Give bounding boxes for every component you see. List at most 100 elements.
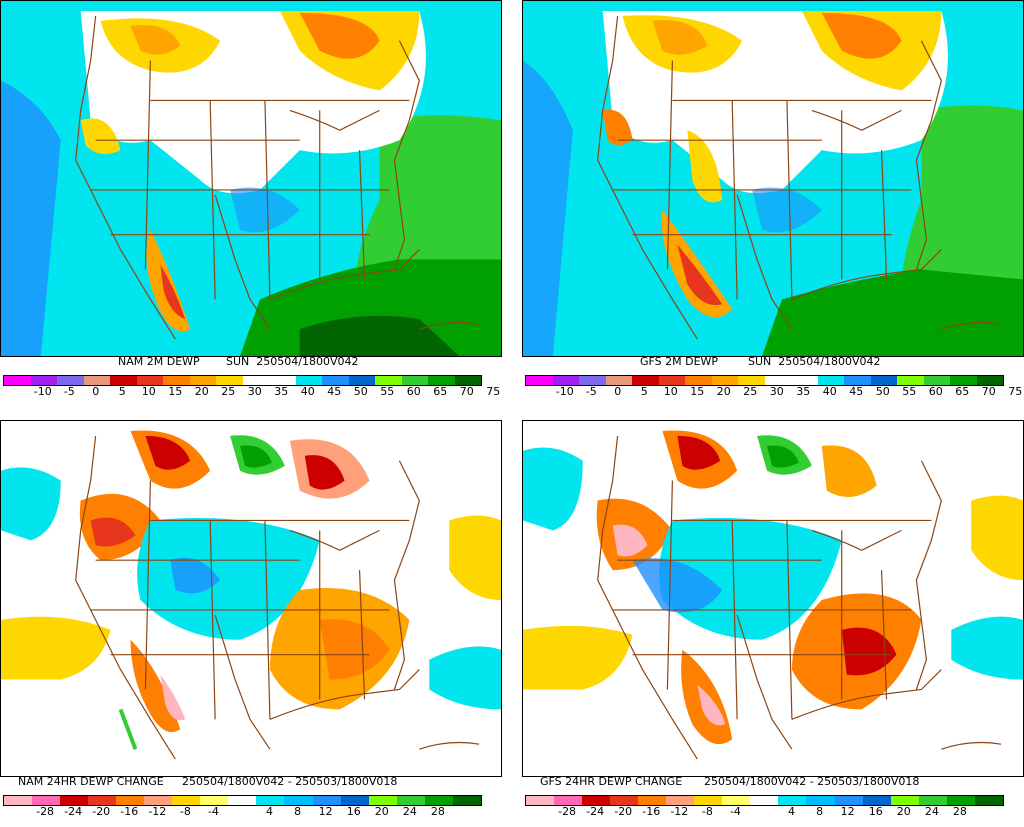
colorbar-swatch xyxy=(200,796,229,805)
colorbar-swatch xyxy=(778,796,807,805)
colorbar-swatch xyxy=(923,376,950,385)
colorbar-swatch xyxy=(242,376,269,385)
colorbar-tick-label: -5 xyxy=(63,385,75,398)
colorbar-swatch xyxy=(454,376,481,385)
colorbar-tick-label: 40 xyxy=(822,385,837,398)
colorbar-swatch xyxy=(4,796,33,805)
colorbar-swatch xyxy=(844,376,871,385)
colorbar-tick-label: 8 xyxy=(294,805,302,818)
colorbar-tick-label: 10 xyxy=(141,385,156,398)
colorbar-tick-label: -28 xyxy=(558,805,577,818)
colorbar-tick-label: -16 xyxy=(120,805,139,818)
colorbar-nam-dewp xyxy=(3,375,482,386)
colorbar-swatch xyxy=(976,376,1003,385)
colorbar-tick-label: 16 xyxy=(868,805,883,818)
colorbar-tick-label: 55 xyxy=(902,385,917,398)
colorbar-tick-label: -5 xyxy=(585,385,597,398)
map-gfs-change xyxy=(522,420,1024,777)
colorbar-tick-label: -8 xyxy=(179,805,191,818)
colorbar-swatch xyxy=(256,796,285,805)
colorbar-tick-label: 30 xyxy=(769,385,784,398)
colorbar-swatch xyxy=(806,796,835,805)
colorbar-tick-label: 75 xyxy=(1008,385,1023,398)
colorbar-swatch xyxy=(368,796,397,805)
colorbar-swatch xyxy=(110,376,137,385)
map-gfs-dewp xyxy=(522,0,1024,357)
colorbar-tick-label: 45 xyxy=(849,385,864,398)
colorbar-swatch xyxy=(711,376,738,385)
colorbar-tick-label: 20 xyxy=(374,805,389,818)
colorbar-swatch xyxy=(189,376,216,385)
colorbar-swatch xyxy=(375,376,402,385)
colorbar-swatch xyxy=(57,376,84,385)
colorbar-tick-label: 25 xyxy=(743,385,758,398)
colorbar-tick-label: 50 xyxy=(353,385,368,398)
title-nam-dewp: NAM 2M DEWP SUN 250504/1800V042 xyxy=(0,355,502,369)
colorbar-swatch xyxy=(60,796,89,805)
colorbar-tick-label: 30 xyxy=(247,385,262,398)
colorbar-tick-label: -4 xyxy=(207,805,219,818)
colorbar-swatch xyxy=(658,376,685,385)
colorbar-tick-label: 75 xyxy=(486,385,501,398)
title-left: NAM 24HR DEWP CHANGE xyxy=(18,775,164,788)
colorbar-tick-label: 12 xyxy=(840,805,855,818)
colorbar-swatch xyxy=(890,796,919,805)
colorbar-tick-label: 28 xyxy=(952,805,967,818)
colorbar-tick-label: 20 xyxy=(896,805,911,818)
colorbar-swatch xyxy=(946,796,975,805)
colorbar-tick-label: -16 xyxy=(642,805,661,818)
colorbar-gfs-change xyxy=(525,795,1004,806)
colorbar-swatch xyxy=(666,796,695,805)
colorbar-tick-label: 60 xyxy=(406,385,421,398)
colorbar-swatch xyxy=(32,796,61,805)
colorbar-tick-label: 10 xyxy=(663,385,678,398)
colorbar-tick-label: -10 xyxy=(33,385,52,398)
colorbar-tick-label: 4 xyxy=(266,805,274,818)
colorbar-swatch xyxy=(554,796,583,805)
colorbar-swatch xyxy=(348,376,375,385)
title-nam-change: NAM 24HR DEWP CHANGE 250504/1800V042 - 2… xyxy=(0,775,502,789)
colorbar-tick-label: -10 xyxy=(555,385,574,398)
colorbar-tick-label: 20 xyxy=(716,385,731,398)
colorbar-swatch xyxy=(269,376,296,385)
colorbar-tick-label: 40 xyxy=(300,385,315,398)
colorbar-tick-label: 45 xyxy=(327,385,342,398)
colorbar-tick-label: 55 xyxy=(380,385,395,398)
colorbar-swatch xyxy=(870,376,897,385)
colorbar-tick-label: 5 xyxy=(118,385,126,398)
colorbar-swatch xyxy=(136,376,163,385)
colorbar-swatch xyxy=(950,376,977,385)
colorbar-swatch xyxy=(552,376,579,385)
colorbar-swatch xyxy=(312,796,341,805)
colorbar-nam-change xyxy=(3,795,482,806)
colorbar-tick-label: 12 xyxy=(318,805,333,818)
colorbar-tick-label: -12 xyxy=(148,805,167,818)
colorbar-tick-label: -12 xyxy=(670,805,689,818)
colorbar-tick-label: 0 xyxy=(92,385,100,398)
colorbar-tick-label: 15 xyxy=(168,385,183,398)
colorbar-tick-label: 50 xyxy=(875,385,890,398)
title-right: 250504/1800V042 - 250503/1800V018 xyxy=(704,775,920,788)
colorbar-swatch xyxy=(30,376,57,385)
colorbar-swatch xyxy=(4,376,31,385)
colorbar-tick-label: -20 xyxy=(614,805,633,818)
colorbar-tick-label: -24 xyxy=(64,805,83,818)
colorbar-tick-label: 70 xyxy=(459,385,474,398)
title-right: SUN 250504/1800V042 xyxy=(226,355,359,368)
colorbar-swatch xyxy=(172,796,201,805)
colorbar-swatch xyxy=(216,376,243,385)
colorbar-swatch xyxy=(817,376,844,385)
colorbar-swatch xyxy=(396,796,425,805)
colorbar-swatch xyxy=(722,796,751,805)
colorbar-swatch xyxy=(632,376,659,385)
colorbar-swatch xyxy=(163,376,190,385)
colorbar-tick-label: -24 xyxy=(586,805,605,818)
colorbar-gfs-dewp xyxy=(525,375,1004,386)
title-gfs-dewp: GFS 2M DEWP SUN 250504/1800V042 xyxy=(522,355,1024,369)
colorbar-swatch xyxy=(750,796,779,805)
colorbar-tick-label: 5 xyxy=(640,385,648,398)
title-left: GFS 24HR DEWP CHANGE xyxy=(540,775,683,788)
colorbar-swatch xyxy=(791,376,818,385)
colorbar-tick-label: 70 xyxy=(981,385,996,398)
colorbar-swatch xyxy=(295,376,322,385)
